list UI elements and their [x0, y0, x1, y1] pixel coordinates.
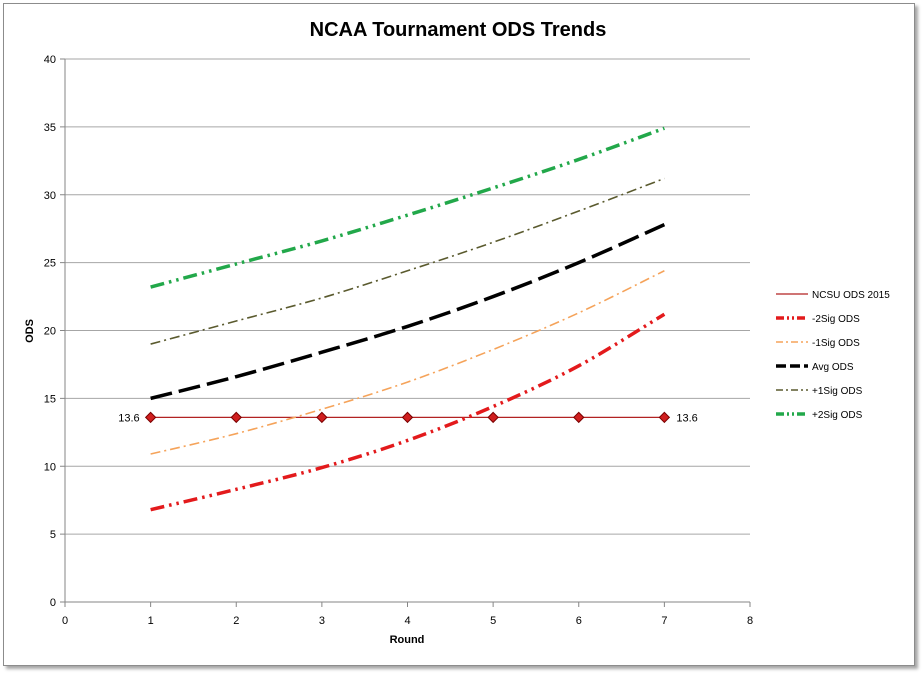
x-tick-label-6: 6	[576, 615, 582, 627]
y-tick-label-5: 5	[50, 529, 56, 541]
data-point-ncsu-ods-2015-2	[230, 411, 242, 424]
series-line-1sig-ods	[150, 270, 665, 455]
legend-label-1sig-ods: -1Sig ODS	[812, 338, 860, 349]
y-tick-label-30: 30	[44, 190, 56, 202]
x-tick-label-4: 4	[404, 615, 410, 627]
legend-label-ncsu-ods-2015: NCSU ODS 2015	[812, 290, 890, 301]
y-tick-label-10: 10	[44, 461, 56, 473]
data-point-ncsu-ods-2015-4	[401, 411, 414, 424]
x-tick-label-2: 2	[233, 615, 239, 627]
chart-frame	[3, 3, 915, 666]
series-line-2sig-ods	[150, 312, 666, 512]
x-tick-label-7: 7	[661, 615, 667, 627]
data-point-ncsu-ods-2015-6	[573, 411, 585, 424]
data-point-ncsu-ods-2015-5	[487, 411, 499, 424]
x-tick-label-1: 1	[148, 615, 154, 627]
data-label-last: 13.6	[676, 412, 697, 424]
legend-label-avg-ods: Avg ODS	[812, 362, 854, 373]
data-point-ncsu-ods-2015-1	[144, 411, 157, 424]
x-tick-label-5: 5	[490, 615, 496, 627]
axes	[60, 58, 751, 607]
gridlines	[65, 58, 750, 535]
y-tick-label-0: 0	[50, 597, 56, 609]
y-tick-label-40: 40	[44, 54, 56, 66]
series-line-avg-ods	[150, 223, 666, 401]
series-line-1sig-ods	[150, 177, 665, 345]
legend-label-2sig-ods: +2Sig ODS	[812, 410, 863, 421]
legend-label-2sig-ods: -2Sig ODS	[812, 314, 860, 325]
x-axis-label: Round	[390, 634, 425, 646]
legend: NCSU ODS 2015 -2Sig ODS -1Sig ODS Avg ODS +1…	[776, 290, 890, 421]
x-tick-label-0: 0	[62, 615, 68, 627]
y-tick-label-20: 20	[44, 326, 56, 338]
data-label-first: 13.6	[118, 412, 139, 424]
y-tick-label-35: 35	[44, 122, 56, 134]
series-lines	[150, 126, 666, 512]
data-labels: 13.6 13.6	[118, 412, 698, 424]
x-tick-labels: 0 1 2 3 4 5 6 7 8	[62, 615, 753, 627]
x-tick-label-8: 8	[747, 615, 753, 627]
y-tick-label-15: 15	[44, 393, 56, 405]
y-tick-labels: 0 5 10 15 20 25 30 35 40	[44, 54, 56, 609]
data-point-ncsu-ods-2015-7	[658, 411, 671, 424]
data-point-ncsu-ods-2015-3	[316, 411, 328, 424]
y-axis-label: ODS	[24, 319, 36, 343]
legend-label-1sig-ods: +1Sig ODS	[812, 386, 863, 397]
y-tick-label-25: 25	[44, 258, 56, 270]
series-line-2sig-ods	[150, 126, 665, 289]
x-tick-label-3: 3	[319, 615, 325, 627]
chart-title: NCAA Tournament ODS Trends	[310, 19, 607, 41]
series-markers	[144, 411, 671, 424]
